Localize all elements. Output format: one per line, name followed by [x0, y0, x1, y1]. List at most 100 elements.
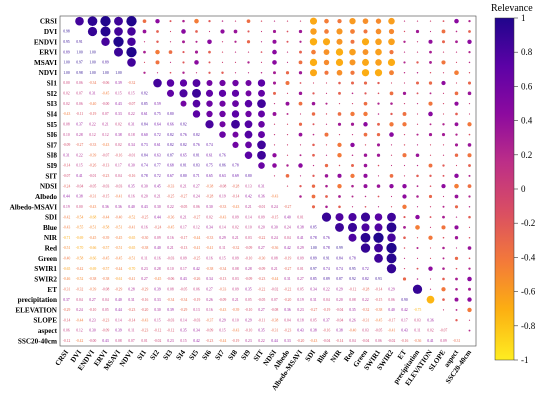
- corr-circle: [285, 101, 290, 106]
- corr-value: 0.37: [323, 318, 329, 322]
- corr-value: -0.43: [232, 205, 240, 209]
- corr-circle: [351, 184, 354, 188]
- corr-circle: [143, 41, 146, 43]
- corr-value: 0.43: [180, 277, 186, 281]
- corr-value: 0.11: [219, 246, 225, 250]
- corr-circle: [179, 89, 188, 98]
- corr-value: -0.43: [102, 143, 110, 147]
- corr-circle: [298, 60, 303, 65]
- corr-circle: [403, 164, 406, 167]
- corr-value: -0.27: [180, 195, 188, 199]
- corr-value: -0.26: [193, 277, 201, 281]
- corr-circle: [272, 112, 277, 116]
- corr-value: -0.12: [63, 339, 71, 343]
- corr-value: 0.35: [180, 329, 186, 333]
- corr-value: 0.35: [128, 184, 134, 188]
- corr-circle: [455, 319, 458, 322]
- corr-circle: [338, 205, 341, 209]
- corr-value: 0.17: [180, 267, 186, 271]
- corr-circle: [231, 110, 240, 118]
- corr-value: -0.43: [219, 215, 227, 219]
- corr-value: -0.52: [76, 277, 84, 281]
- corr-circle: [221, 41, 224, 43]
- corr-circle: [299, 184, 302, 188]
- corr-value: 0.38: [336, 329, 342, 333]
- corr-circle: [442, 103, 445, 105]
- corr-value: -0.07: [128, 102, 136, 106]
- corr-value: -0.27: [76, 143, 84, 147]
- corr-circle: [412, 284, 423, 294]
- corr-circle: [416, 195, 419, 198]
- corr-value: -0.45: [89, 236, 97, 240]
- corr-value: 1.00: [63, 61, 69, 65]
- corr-circle: [272, 29, 277, 34]
- corr-value: 0.16: [154, 257, 160, 261]
- corr-circle: [376, 184, 381, 188]
- corr-circle: [428, 101, 433, 106]
- corr-value: -0.45: [115, 236, 123, 240]
- column-label: Blue: [316, 349, 331, 365]
- corr-value: -0.38: [206, 184, 214, 188]
- corr-value: 0.21: [271, 267, 277, 271]
- corr-circle: [286, 20, 289, 22]
- corr-circle: [403, 133, 406, 136]
- corr-value: -0.51: [115, 226, 123, 230]
- corr-value: -0.44: [102, 215, 110, 219]
- corr-value: 0.02: [206, 215, 212, 219]
- colorbar-gradient: [494, 17, 515, 361]
- colorbar-tick-label: 0.6: [521, 81, 533, 91]
- corr-circle: [273, 133, 276, 136]
- corr-circle: [286, 144, 289, 146]
- corr-value: 0.04: [76, 298, 82, 302]
- corr-value: -0.14: [336, 339, 344, 343]
- corr-value: 0.84: [336, 257, 342, 261]
- corr-circle: [363, 173, 368, 178]
- corr-circle: [143, 71, 146, 74]
- colorbar-tick-label: -1: [521, 355, 529, 365]
- corr-circle: [415, 153, 420, 157]
- corr-circle: [258, 162, 265, 169]
- corr-circle: [468, 50, 471, 54]
- corr-value: -0.04: [362, 339, 370, 343]
- corr-circle: [114, 16, 123, 26]
- corr-value: -0.08: [219, 184, 227, 188]
- corr-circle: [101, 37, 110, 47]
- corr-circle: [347, 222, 358, 232]
- corr-circle: [182, 71, 185, 74]
- corr-value: -0.03: [193, 318, 201, 322]
- corr-circle: [169, 20, 172, 23]
- corr-circle: [350, 173, 355, 178]
- corr-circle: [349, 59, 356, 66]
- corr-value: 0.17: [115, 164, 121, 168]
- corr-value: 1.00: [89, 71, 95, 75]
- corr-value: -0.42: [76, 339, 84, 343]
- corr-value: 1.00: [115, 71, 121, 75]
- corr-circle: [364, 195, 367, 198]
- corr-value: -0.01: [258, 205, 266, 209]
- corr-value: 1.00: [89, 50, 95, 54]
- corr-value: 0.38: [297, 226, 303, 230]
- corr-circle: [454, 70, 459, 76]
- corr-value: 0.09: [180, 257, 186, 261]
- corr-circle: [335, 58, 344, 67]
- corr-value: -0.08: [102, 287, 110, 291]
- colorbar-tick-label: 0.2: [521, 150, 532, 160]
- corr-circle: [429, 288, 432, 290]
- corr-value: -0.36: [271, 246, 279, 250]
- corr-value: -0.33: [219, 205, 227, 209]
- corr-circle: [337, 112, 342, 116]
- corr-value: 0.82: [180, 122, 186, 126]
- corr-value: -0.65: [128, 236, 136, 240]
- corr-circle: [273, 123, 276, 125]
- corr-value: -0.09: [245, 277, 253, 281]
- corr-circle: [442, 277, 445, 281]
- corr-circle: [298, 101, 303, 106]
- corr-value: 0.03: [414, 318, 420, 322]
- corr-value: -0.03: [115, 184, 123, 188]
- corr-value: -0.25: [141, 215, 149, 219]
- corr-value: -0.45: [102, 257, 110, 261]
- corr-value: 0.03: [232, 277, 238, 281]
- corr-value: 0.01: [297, 215, 303, 219]
- matrix-cells: 0.98 0.95 0.91 0.89 1.00 1.00 1.00 0.97 1.00 0.89…: [63, 16, 472, 343]
- corr-circle: [348, 233, 357, 242]
